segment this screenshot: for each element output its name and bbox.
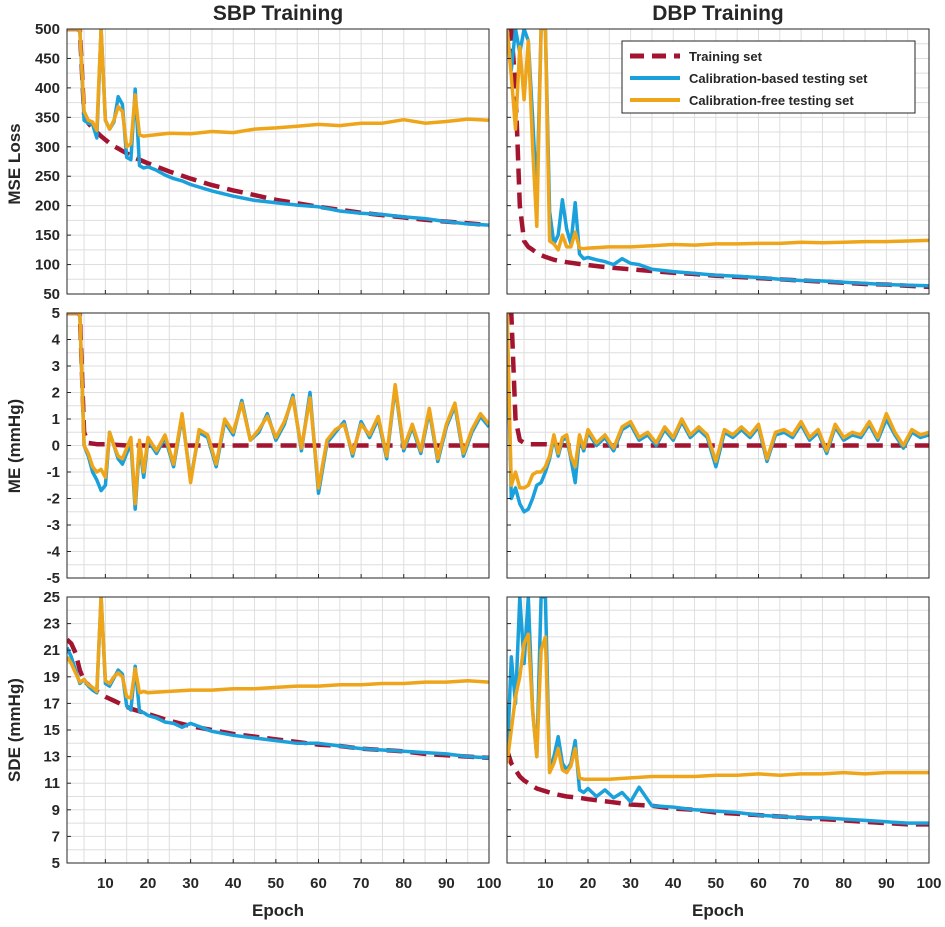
dbp-sde-grid — [507, 597, 929, 863]
sbp-me-y-tick-label: 4 — [52, 332, 61, 349]
sbp-sde-x-tick-label: 50 — [268, 875, 285, 892]
sbp-mse-y-tick-label: 350 — [35, 109, 60, 126]
dbp-sde-x-tick-label: 60 — [750, 875, 767, 892]
sbp-sde-y-tick-label: 19 — [43, 669, 60, 686]
dbp-sde-x-tick-label: 50 — [708, 875, 725, 892]
dbp-me-series — [507, 313, 929, 514]
sbp-me-y-tick-label: 0 — [52, 438, 60, 455]
sbp-mse-y-tick-label: 200 — [35, 198, 60, 215]
sbp-sde-y-tick-label: 9 — [52, 802, 60, 819]
legend-label-calibration-based: Calibration-based testing set — [689, 71, 868, 86]
dbp-sde-x-tick-label: 40 — [665, 875, 682, 892]
sbp-sde-x-tick-label: 100 — [476, 875, 501, 892]
dbp-sde-line-calibration-free — [507, 632, 929, 781]
sbp-sde-y-tick-label: 15 — [43, 722, 60, 739]
sbp-sde-y-tick-label: 5 — [52, 855, 60, 872]
mse-loss-axis-label: MSE Loss — [5, 123, 24, 204]
dbp-mse-line-training-set — [507, 29, 929, 290]
sbp-me-panel: -5 -4 -3 -2 -1 0 1 2 3 4 5 — [47, 305, 490, 587]
sbp-sde-y-tick-label: 11 — [44, 775, 60, 792]
me-axis-label: ME (mmHg) — [5, 399, 24, 493]
sbp-sde-x-tick-label: 90 — [438, 875, 455, 892]
dbp-sde-x-tick-label: 30 — [622, 875, 639, 892]
dbp-column-title: DBP Training — [652, 2, 783, 25]
sbp-sde-y-tick-label: 13 — [43, 749, 60, 766]
sbp-sde-y-tick-label: 7 — [52, 828, 60, 845]
sbp-sde-x-tick-label: 20 — [140, 875, 157, 892]
sbp-x-axis-label: Epoch — [252, 901, 304, 920]
sbp-sde-x-tick-label: 30 — [182, 875, 199, 892]
sbp-me-y-tick-label: 1 — [52, 411, 60, 428]
dbp-me-line-training-set — [507, 313, 929, 448]
sbp-sde-y-tick-label: 25 — [43, 589, 60, 606]
legend-label-training-set: Training set — [689, 49, 763, 64]
dbp-sde-x-tick-label: 70 — [793, 875, 810, 892]
sbp-sde-panel: 5 7 9 11 13 15 17 19 21 23 25 10 20 30 40 50 60 70 80 90 100 — [43, 589, 501, 892]
sbp-me-y-tick-label: -1 — [47, 464, 60, 481]
sbp-me-y-tick-label: 5 — [52, 305, 60, 322]
sbp-sde-x-tick-label: 40 — [225, 875, 242, 892]
sbp-mse-line-calibration-free — [67, 29, 489, 149]
sbp-mse-y-tick-label: 300 — [35, 139, 60, 156]
sbp-sde-grid — [67, 597, 489, 863]
dbp-sde-x-tick-label: 90 — [878, 875, 895, 892]
sbp-me-y-tick-label: 2 — [52, 385, 60, 402]
sbp-mse-grid — [67, 29, 489, 294]
dbp-sde-x-tick-label: 20 — [580, 875, 597, 892]
sbp-sde-x-tick-label: 80 — [395, 875, 412, 892]
sbp-mse-panel: 50 100 150 200 250 300 350 400 450 500 — [35, 21, 490, 303]
legend: Training set Calibration-based testing s… — [621, 40, 916, 114]
sbp-mse-axes-frame — [66, 28, 490, 295]
sbp-me-y-tick-label: -4 — [47, 544, 61, 561]
sbp-mse-y-tick-label: 100 — [35, 257, 60, 274]
sbp-sde-y-tick-label: 17 — [43, 695, 60, 712]
sbp-sde-x-tick-label: 10 — [97, 875, 114, 892]
dbp-sde-series — [507, 597, 929, 827]
dbp-sde-x-tick-label: 100 — [916, 875, 941, 892]
sbp-mse-y-tick-label: 500 — [35, 21, 60, 38]
sde-axis-label: SDE (mmHg) — [5, 678, 24, 782]
sbp-me-y-tick-label: -2 — [47, 491, 60, 508]
dbp-sde-panel: 10 20 30 40 50 60 70 80 90 100 — [506, 596, 942, 892]
dbp-sde-x-tick-label: 10 — [537, 875, 554, 892]
sbp-me-line-calibration-free — [67, 313, 489, 506]
sbp-mse-y-tick-label: 450 — [35, 50, 60, 67]
legend-label-calibration-free: Calibration-free testing set — [689, 93, 854, 108]
sbp-sde-x-tick-label: 60 — [310, 875, 327, 892]
sbp-sde-y-tick-label: 23 — [43, 616, 60, 633]
sbp-mse-y-tick-label: 50 — [43, 286, 60, 303]
sbp-me-y-tick-label: 3 — [52, 358, 60, 375]
dbp-mse-series — [507, 29, 929, 290]
sbp-mse-y-tick-label: 250 — [35, 168, 60, 185]
dbp-mse-line-calibration-free — [507, 29, 929, 252]
sbp-column-title: SBP Training — [213, 2, 343, 25]
dbp-me-line-calibration-free — [507, 313, 929, 490]
sbp-me-y-tick-label: -5 — [47, 570, 60, 587]
sbp-me-series — [67, 313, 489, 511]
dbp-me-grid — [507, 313, 929, 578]
sbp-mse-line-calibration-based — [67, 29, 489, 227]
sbp-me-y-tick-label: -3 — [47, 517, 60, 534]
dbp-sde-x-tick-label: 80 — [835, 875, 852, 892]
dbp-x-axis-label: Epoch — [692, 901, 744, 920]
sbp-sde-y-tick-label: 21 — [43, 642, 60, 659]
sbp-sde-line-calibration-free — [67, 597, 489, 700]
sbp-me-line-training-set — [67, 313, 489, 448]
sbp-sde-series — [67, 597, 489, 761]
sbp-mse-y-tick-label: 150 — [35, 227, 60, 244]
dbp-mse-axes-frame — [506, 28, 930, 295]
sbp-mse-series — [67, 29, 489, 228]
sbp-mse-line-training-set — [67, 29, 489, 228]
sbp-mse-y-tick-label: 400 — [35, 80, 60, 97]
dbp-me-panel — [506, 312, 930, 579]
sbp-sde-x-tick-label: 70 — [353, 875, 370, 892]
